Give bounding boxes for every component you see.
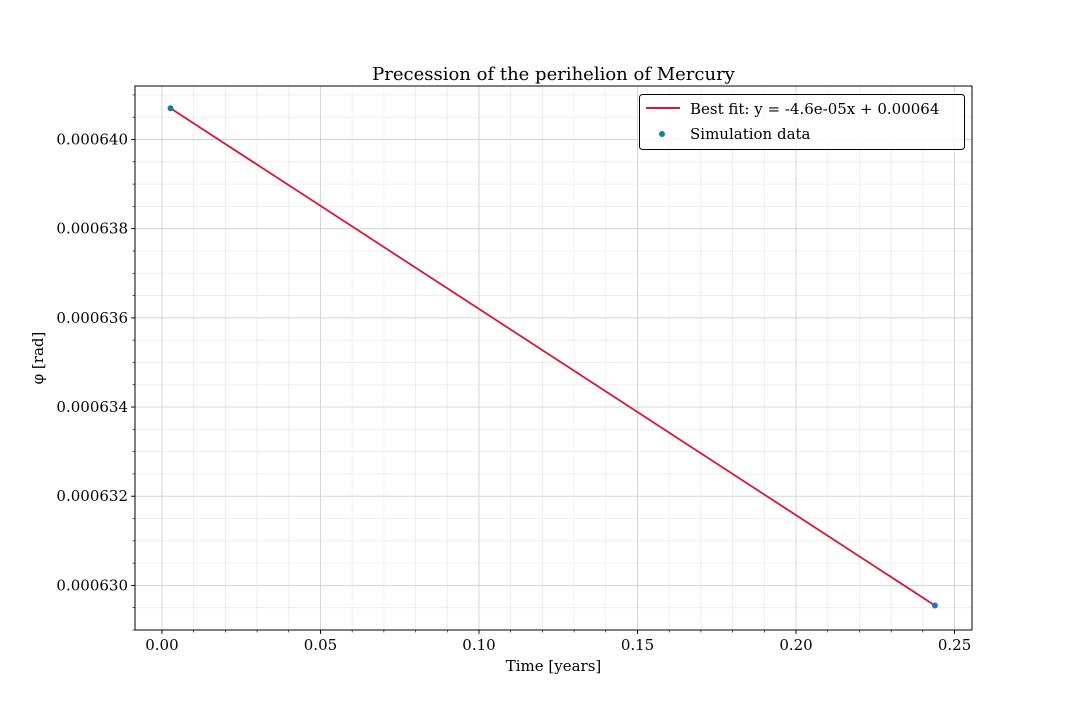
y-axis-label: φ [rad] xyxy=(29,332,47,385)
legend-dot-swatch xyxy=(659,131,665,137)
y-tick-label: 0.000638 xyxy=(56,220,128,238)
y-axis-ticks: 0.000630 0.000632 0.000634 0.000636 0.000638… xyxy=(56,94,135,631)
best-fit-line xyxy=(170,107,936,607)
simulation-data-point xyxy=(931,602,938,609)
y-tick-label: 0.000634 xyxy=(56,398,128,416)
x-tick-label: 0.05 xyxy=(304,636,337,654)
x-axis-label: Time [years] xyxy=(506,657,602,675)
legend: Best fit: y = -4.6e-05x + 0.00064 Simula… xyxy=(639,94,965,150)
series-layer xyxy=(167,105,938,609)
y-tick-label: 0.000632 xyxy=(56,487,128,505)
y-tick-label: 0.000630 xyxy=(56,576,128,594)
x-tick-label: 0.15 xyxy=(621,636,654,654)
y-tick-label: 0.000640 xyxy=(56,131,128,149)
chart-title: Precession of the perihelion of Mercury xyxy=(372,64,736,85)
x-tick-label: 0.20 xyxy=(779,636,812,654)
y-tick-label: 0.000636 xyxy=(56,309,128,327)
legend-box xyxy=(639,94,965,150)
x-tick-label: 0.25 xyxy=(938,636,971,654)
major-grid xyxy=(135,86,972,630)
legend-label-best-fit: Best fit: y = -4.6e-05x + 0.00064 xyxy=(690,100,939,118)
x-axis-ticks: 0.00 0.05 0.10 0.15 0.20 0.25 xyxy=(145,630,971,654)
x-tick-label: 0.00 xyxy=(145,636,178,654)
plot-frame xyxy=(134,85,973,631)
x-tick-label: 0.10 xyxy=(462,636,495,654)
legend-label-simulation: Simulation data xyxy=(690,125,811,143)
simulation-data-point xyxy=(167,105,174,112)
